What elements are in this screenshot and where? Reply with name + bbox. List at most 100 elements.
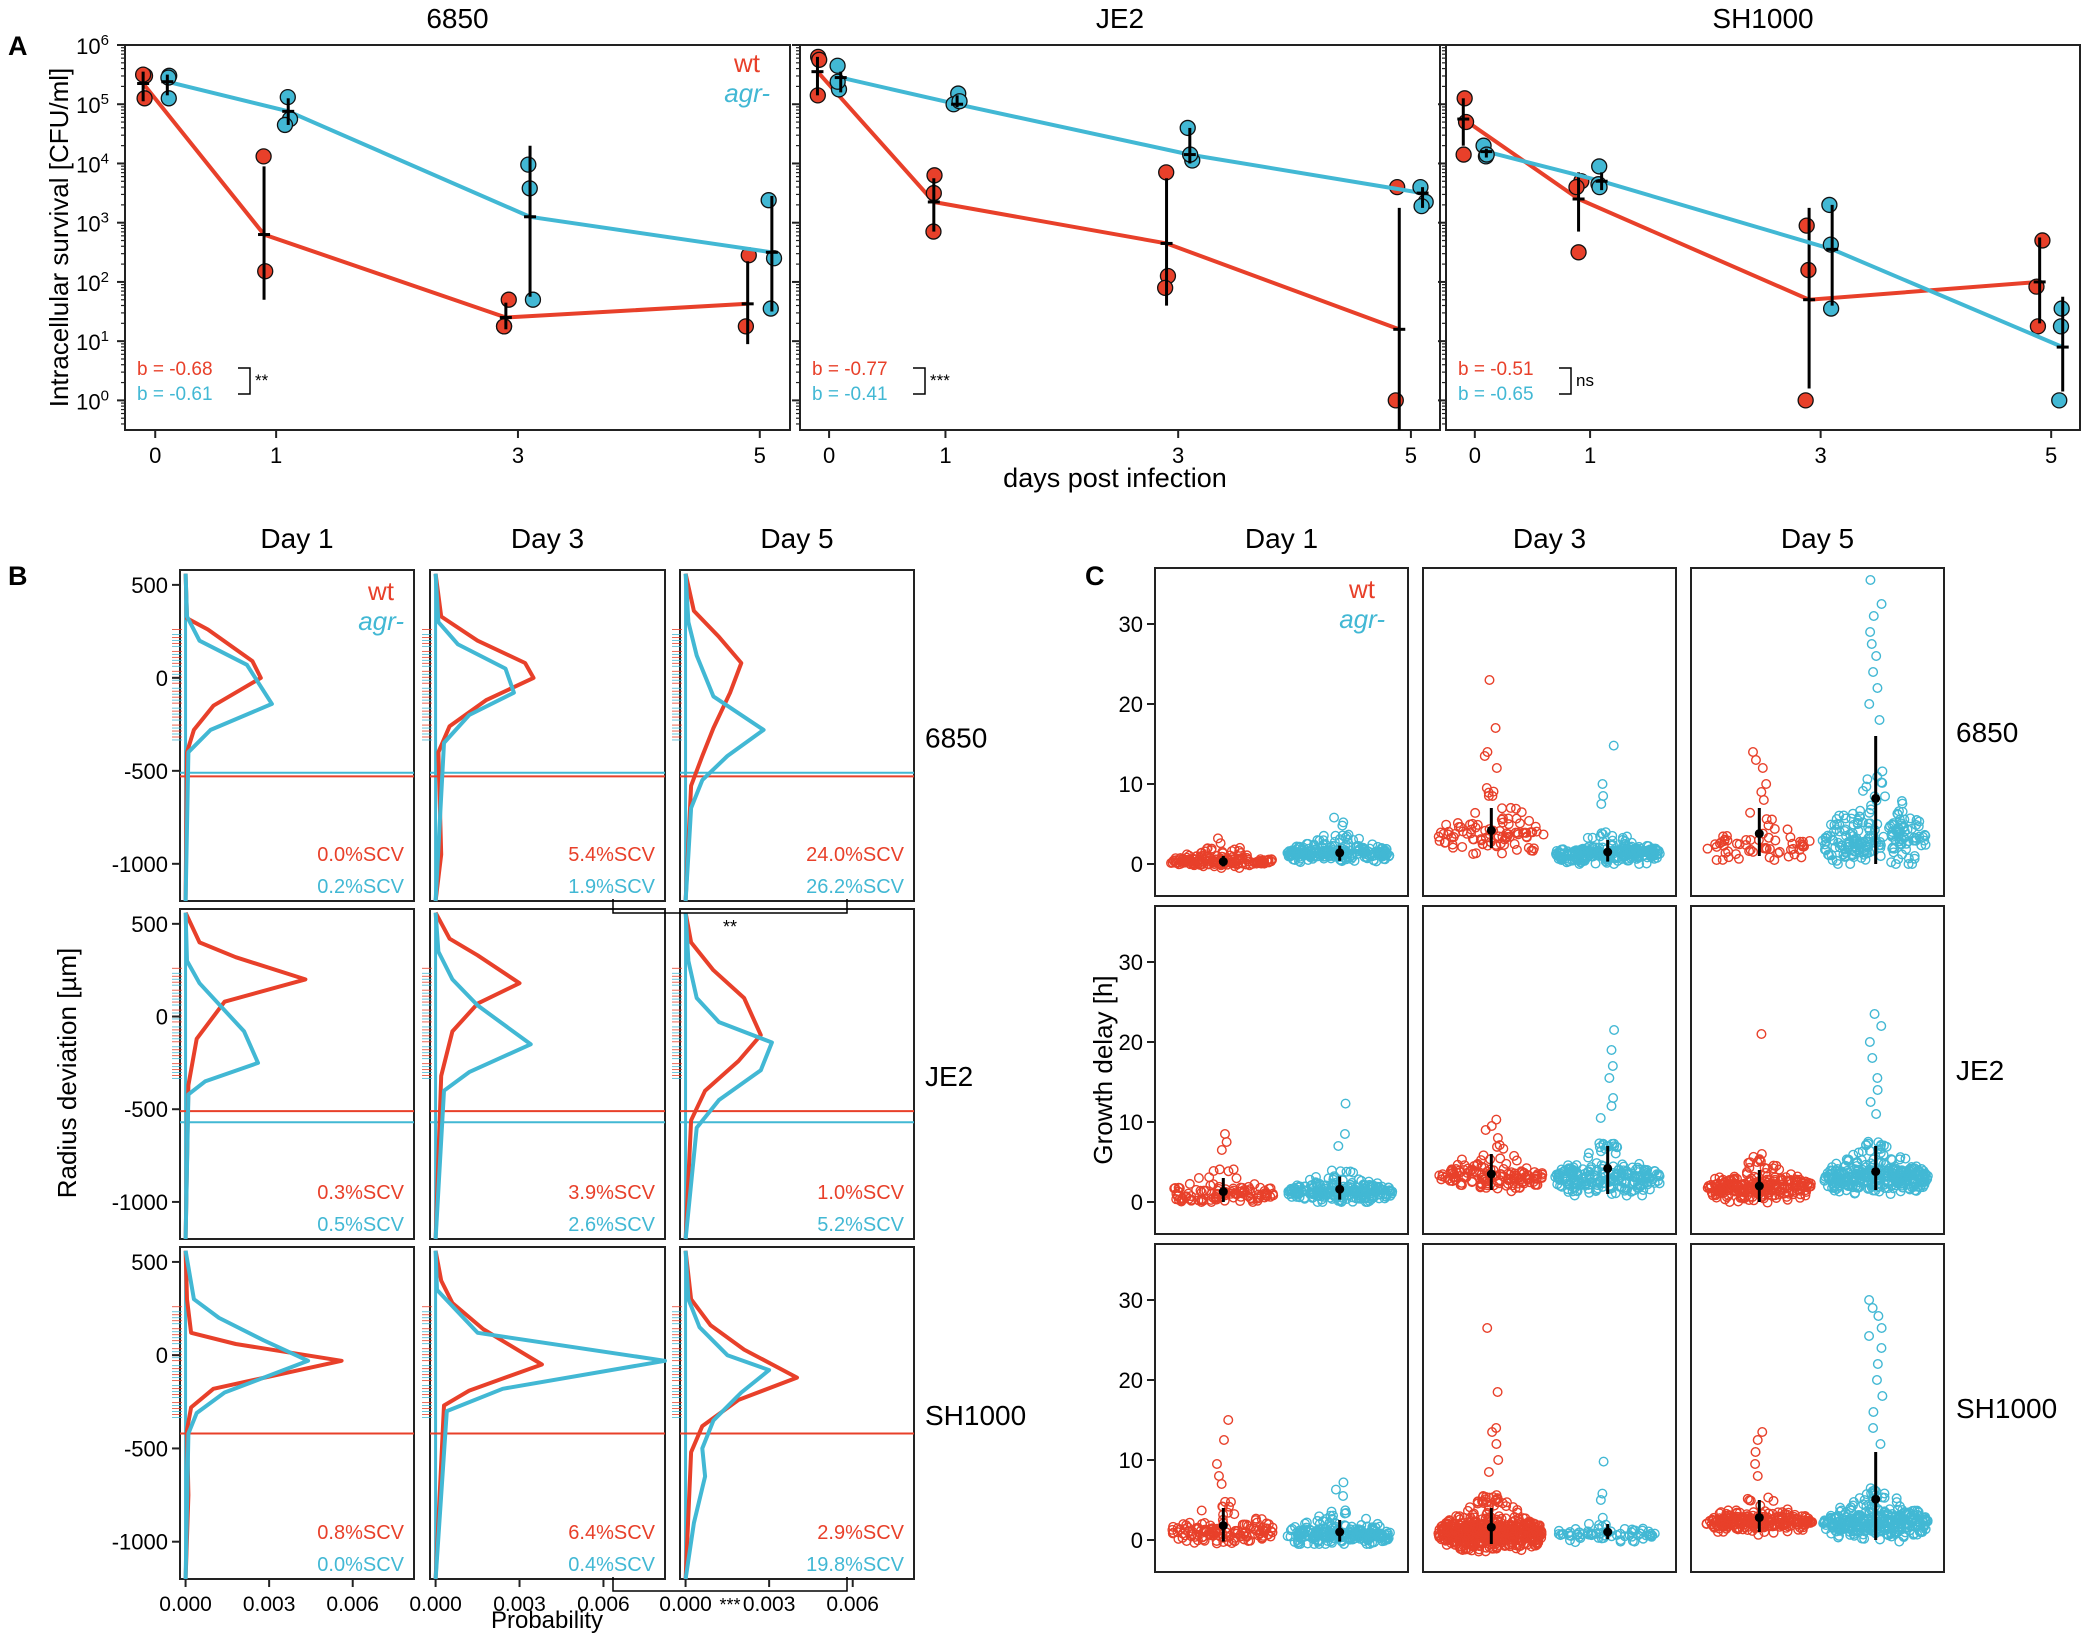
sample-point-agr xyxy=(1641,845,1652,856)
panel-b-row-label: 6850 xyxy=(925,723,987,754)
sample-point-wt xyxy=(1752,1434,1763,1445)
sample-point-wt xyxy=(1186,1195,1197,1206)
panel-c-cell-r1-c1 xyxy=(1422,905,1677,1235)
sample-point-agr xyxy=(1854,1493,1865,1504)
sample-point-agr xyxy=(1583,1148,1594,1159)
sample-point-agr xyxy=(1607,1060,1618,1071)
sample-point-agr xyxy=(1597,779,1608,790)
sample-point-agr xyxy=(1846,1505,1857,1516)
sample-point-agr xyxy=(1608,1092,1619,1103)
sample-point-agr xyxy=(1304,1527,1315,1538)
sample-point-agr xyxy=(1834,1525,1845,1536)
data-point-agr- xyxy=(765,250,783,267)
sample-point-wt xyxy=(1484,675,1495,686)
sample-point-wt xyxy=(1715,1187,1726,1198)
sample-point-wt xyxy=(1441,1533,1452,1544)
sample-point-wt xyxy=(1193,1173,1204,1184)
sample-point-wt xyxy=(1439,837,1450,848)
sample-point-wt xyxy=(1175,859,1186,870)
sample-point-agr xyxy=(1634,859,1645,870)
sample-point-wt xyxy=(1172,1527,1183,1538)
sample-point-agr xyxy=(1826,1174,1837,1185)
b-value-agr: b = -0.65 xyxy=(1458,384,1534,405)
scv-percent-wt: 0.0%SCV xyxy=(317,844,404,866)
sample-point-agr xyxy=(1292,1535,1303,1546)
sample-point-wt xyxy=(1184,1178,1195,1189)
tick-base: 10 xyxy=(76,152,100,177)
x-tick-label: 0.003 xyxy=(243,1593,296,1616)
data-point-wt xyxy=(1798,217,1815,234)
y-tick-label: 103 xyxy=(76,210,109,237)
sample-point-wt xyxy=(1182,854,1193,865)
sample-point-wt xyxy=(1214,1164,1225,1175)
density-line-agr xyxy=(433,573,516,902)
data-point-wt xyxy=(2034,232,2051,249)
sample-point-agr xyxy=(1364,850,1375,861)
sample-point-agr xyxy=(1872,771,1883,782)
sample-point-agr xyxy=(1369,848,1380,859)
sample-point-agr xyxy=(1854,847,1865,858)
tick-base: 10 xyxy=(76,389,100,414)
sample-point-agr xyxy=(1553,1173,1564,1184)
sample-point-agr xyxy=(1615,1536,1626,1547)
sample-point-wt xyxy=(1710,1173,1721,1184)
legend-agr: agr- xyxy=(1339,604,1385,634)
sample-point-agr xyxy=(1861,848,1872,859)
sample-point-agr xyxy=(1596,828,1607,839)
panel-b-frame xyxy=(679,1246,915,1580)
sample-point-agr xyxy=(1632,1172,1643,1183)
sample-point-agr xyxy=(1338,817,1349,828)
sample-point-agr xyxy=(1872,1358,1883,1369)
sample-point-agr xyxy=(1832,819,1843,830)
panel-a-frame xyxy=(124,44,791,431)
sample-point-agr xyxy=(1327,851,1338,862)
sample-point-agr xyxy=(1842,1175,1853,1186)
sample-point-agr xyxy=(1320,1538,1331,1549)
sample-point-wt xyxy=(1215,838,1226,849)
y-tick-label: 10 xyxy=(1119,772,1143,797)
y-tick-label: 30 xyxy=(1119,612,1143,637)
sample-point-agr xyxy=(1876,1342,1887,1353)
sample-point-agr xyxy=(1911,819,1922,830)
sample-point-wt xyxy=(1732,1524,1743,1535)
sample-point-agr xyxy=(1385,1190,1396,1201)
sample-point-wt xyxy=(1186,1191,1197,1202)
panel-a-subplot-SH1000: SH1000 0 1 3 5 b = -0.51 b = -0.65 ns xyxy=(1438,3,2081,468)
panel-c-row-label: JE2 xyxy=(1956,1055,2004,1086)
sample-point-wt xyxy=(1453,1529,1464,1540)
y-tick-label: 0 xyxy=(1131,1528,1143,1553)
sample-point-wt xyxy=(1227,854,1238,865)
sample-point-wt xyxy=(1234,855,1245,866)
sample-point-agr xyxy=(1309,839,1320,850)
sample-point-wt xyxy=(1735,1517,1746,1528)
panel-b-cell-r1-c2: 1.0%SCV 5.2%SCV xyxy=(672,908,915,1240)
sample-point-agr xyxy=(1890,859,1901,870)
sample-point-wt xyxy=(1496,1521,1507,1532)
sample-point-agr xyxy=(1863,1183,1874,1194)
sample-point-agr xyxy=(1348,834,1359,845)
legend-wt: wt xyxy=(367,576,395,606)
sample-point-wt xyxy=(1529,1167,1540,1178)
sample-point-agr xyxy=(1364,1193,1375,1204)
sample-point-wt xyxy=(1744,1176,1755,1187)
scv-percent-agr: 1.9%SCV xyxy=(568,876,655,898)
sample-point-wt xyxy=(1501,1158,1512,1169)
sample-point-wt xyxy=(1508,1502,1519,1513)
series-line-wt xyxy=(141,82,748,320)
x-tick-label: 0.006 xyxy=(577,1593,630,1616)
tick-exponent: 6 xyxy=(101,32,109,49)
panel-c-frame xyxy=(1154,905,1409,1235)
scv-percent-agr: 0.5%SCV xyxy=(317,1214,404,1236)
sample-point-wt xyxy=(1798,1519,1809,1530)
sample-point-agr xyxy=(1339,1128,1350,1139)
sample-point-agr xyxy=(1573,1176,1584,1187)
sample-point-wt xyxy=(1711,855,1722,866)
sample-point-agr xyxy=(1868,1406,1879,1417)
sample-point-wt xyxy=(1719,836,1730,847)
sample-point-agr xyxy=(1571,845,1582,856)
sample-point-agr xyxy=(1863,1138,1874,1149)
data-point-agr- xyxy=(1412,179,1429,196)
sample-point-wt xyxy=(1475,1155,1486,1166)
data-point-agr- xyxy=(1821,196,1838,214)
